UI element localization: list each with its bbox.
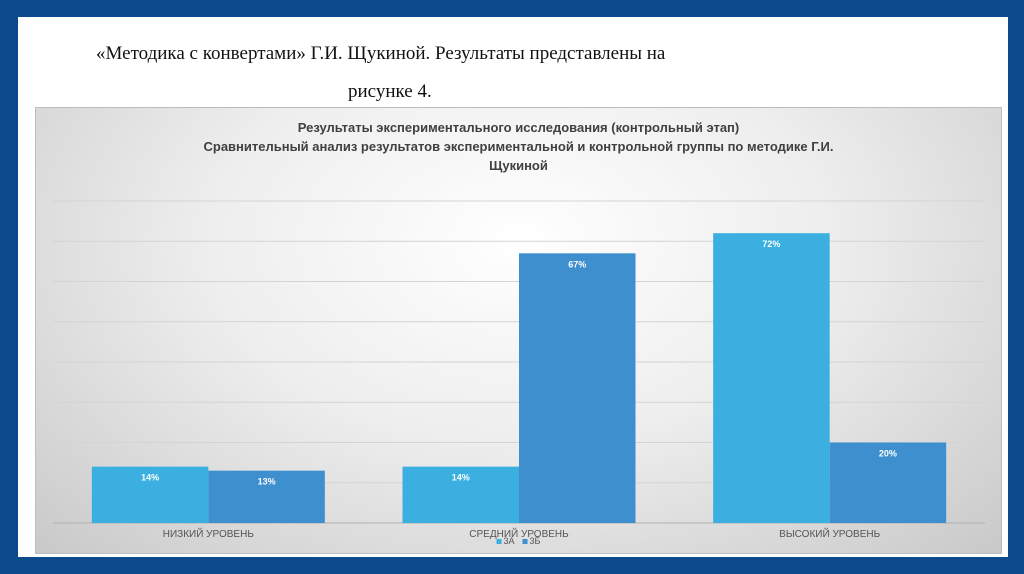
data-label: 72% [762,239,780,249]
legend-swatch-3А [496,539,502,544]
data-label: 14% [452,473,470,483]
data-label: 14% [141,473,159,483]
category-label: НИЗКИЙ УРОВЕНЬ [163,527,255,540]
legend-swatch-3Б [522,539,528,544]
bar-3А-2 [402,466,519,523]
data-label: 13% [258,477,276,487]
bar-3Б-2 [519,253,636,523]
data-label: 20% [879,449,897,459]
bar-3Б-3 [829,442,947,523]
category-label: СРЕДНИЙ УРОВЕНЬ [469,527,569,540]
legend-label: 3А [504,536,515,546]
chart-title-line-1: Результаты экспериментального исследован… [298,120,739,135]
data-label: 67% [568,259,586,269]
chart-title-line-3: Щукиной [489,158,548,173]
slide: «Методика с конвертами» Г.И. Щукиной. Ре… [18,17,1008,557]
bar-3А-3 [713,233,830,523]
slide-heading: «Методика с конвертами» Г.И. Щукиной. Ре… [18,17,1008,107]
slide-heading-line-2: рисунке 4. [348,81,432,102]
legend-label: 3Б [530,536,541,546]
slide-heading-line-1: «Методика с конвертами» Г.И. Щукиной. Ре… [96,43,666,64]
category-label: ВЫСОКИЙ УРОВЕНЬ [779,527,880,540]
chart-area: Результаты экспериментального исследован… [35,107,1002,554]
bar-3А-1 [91,466,209,523]
chart-title-line-2: Сравнительный анализ результатов экспери… [203,139,833,154]
bar-chart: Результаты экспериментального исследован… [53,120,985,546]
bar-3Б-1 [208,470,325,523]
